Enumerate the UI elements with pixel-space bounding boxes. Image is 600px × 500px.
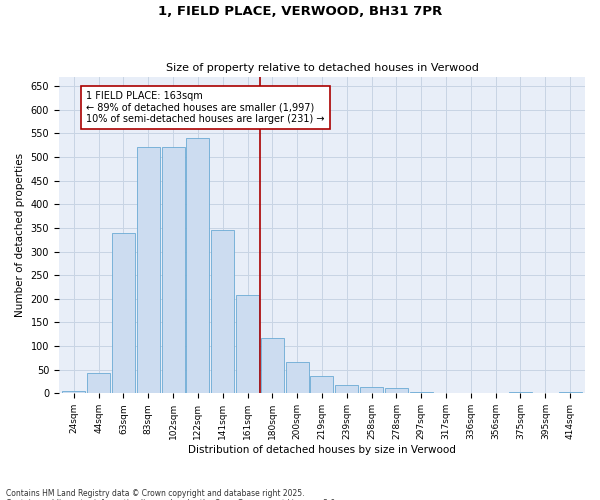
Text: 1 FIELD PLACE: 163sqm
← 89% of detached houses are smaller (1,997)
10% of semi-d: 1 FIELD PLACE: 163sqm ← 89% of detached … [86, 90, 325, 124]
Bar [385, 388, 408, 394]
Bar [187, 138, 209, 394]
Bar [236, 296, 259, 394]
Title: Size of property relative to detached houses in Verwood: Size of property relative to detached ho… [166, 63, 478, 73]
Bar [509, 392, 532, 394]
Bar [410, 392, 433, 394]
Bar [261, 338, 284, 394]
Bar [286, 362, 308, 394]
Bar [559, 392, 581, 394]
Bar [112, 232, 135, 394]
X-axis label: Distribution of detached houses by size in Verwood: Distribution of detached houses by size … [188, 445, 456, 455]
Y-axis label: Number of detached properties: Number of detached properties [15, 153, 25, 317]
Bar [310, 376, 334, 394]
Bar [62, 391, 85, 394]
Bar [211, 230, 234, 394]
Bar [137, 146, 160, 394]
Text: 1, FIELD PLACE, VERWOOD, BH31 7PR: 1, FIELD PLACE, VERWOOD, BH31 7PR [158, 5, 442, 18]
Bar [161, 146, 185, 394]
Bar [335, 385, 358, 394]
Bar [360, 386, 383, 394]
Bar [87, 374, 110, 394]
Text: Contains public sector information licensed under the Open Government Licence v3: Contains public sector information licen… [6, 498, 338, 500]
Text: Contains HM Land Registry data © Crown copyright and database right 2025.: Contains HM Land Registry data © Crown c… [6, 488, 305, 498]
